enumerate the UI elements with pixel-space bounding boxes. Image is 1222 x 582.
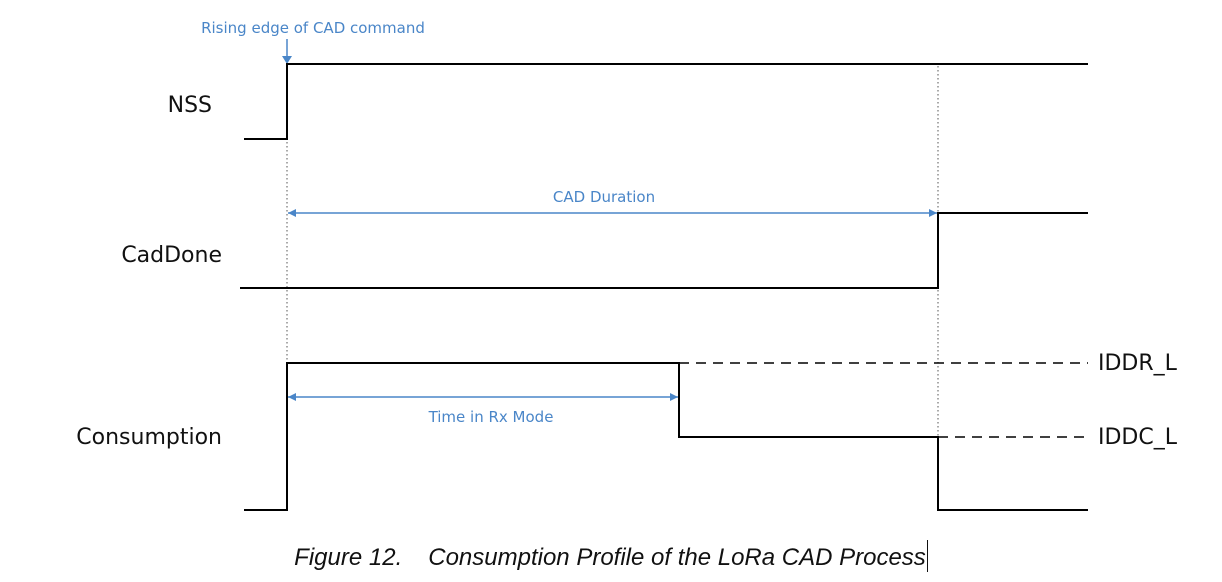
iddc-level-label: IDDC_L (1098, 425, 1178, 450)
time-in-rx-label: Time in Rx Mode (428, 408, 554, 426)
caddone-waveform (240, 212, 1088, 289)
cad-duration-label: CAD Duration (553, 188, 655, 206)
text-cursor (926, 540, 928, 572)
iddr-level-label: IDDR_L (1098, 351, 1178, 376)
caddone-label: CadDone (121, 243, 222, 268)
figure-caption: Figure 12. Consumption Profile of the LoR… (0, 540, 1222, 572)
nss-label: NSS (168, 93, 212, 118)
nss-waveform (244, 63, 1088, 140)
consumption-waveform (244, 362, 1088, 511)
figure-title: Consumption Profile of the LoRa CAD Proc… (428, 544, 926, 571)
rising-edge-arrow-head (282, 56, 292, 64)
consumption-label: Consumption (76, 425, 222, 450)
rising-edge-label: Rising edge of CAD command (201, 19, 425, 37)
timing-diagram: NSS CadDone Consumption Rising edge of C… (76, 19, 1178, 511)
figure-number: Figure 12. (294, 544, 403, 571)
